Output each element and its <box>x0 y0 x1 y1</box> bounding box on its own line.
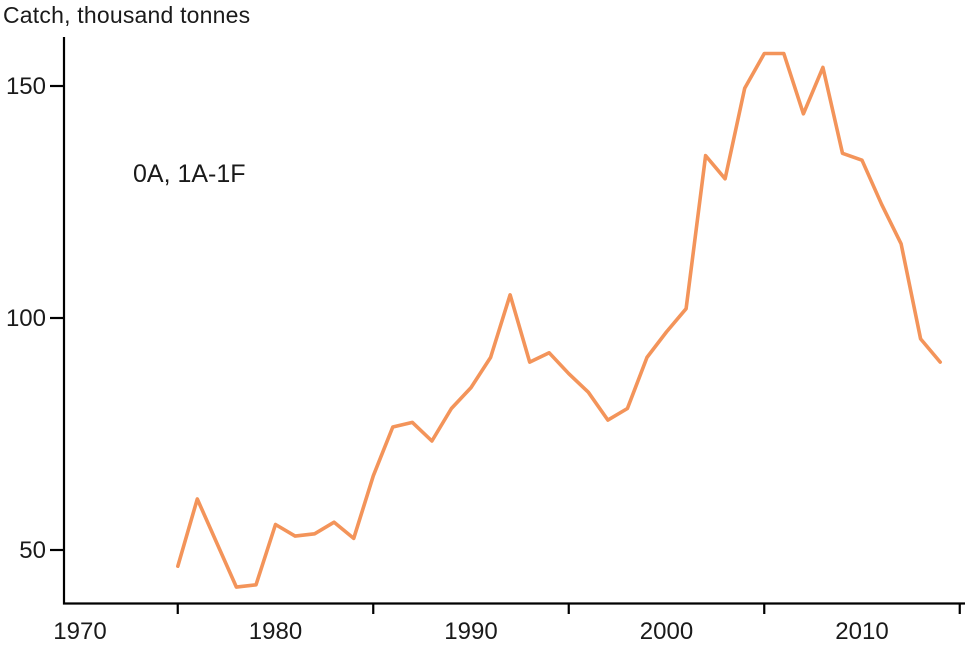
y-tick-label: 100 <box>6 305 46 332</box>
axis-lines <box>62 37 965 605</box>
y-tick-label: 50 <box>19 537 46 564</box>
x-tick-label: 1990 <box>444 618 497 645</box>
x-tick-label: 1980 <box>249 618 302 645</box>
series-annotation: 0A, 1A-1F <box>133 160 246 188</box>
x-tick-label: 2000 <box>640 618 693 645</box>
catch-data-line <box>176 51 943 589</box>
chart-title: Catch, thousand tonnes <box>3 2 251 28</box>
y-tick-label: 150 <box>6 73 46 100</box>
x-tick-label: 1970 <box>53 618 106 645</box>
x-tick-label: 2010 <box>835 618 888 645</box>
